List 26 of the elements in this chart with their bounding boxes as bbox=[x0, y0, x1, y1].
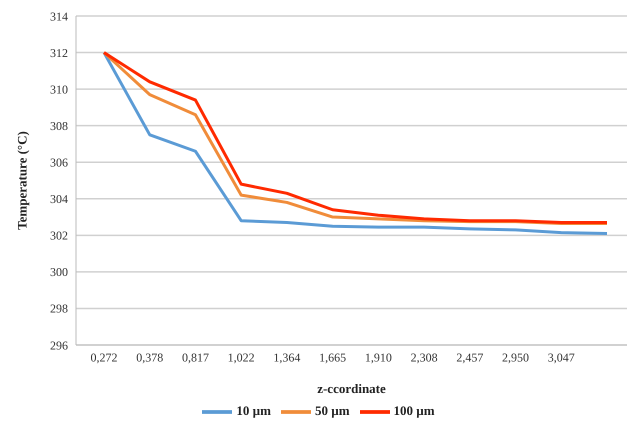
y-tick-label: 300 bbox=[50, 265, 68, 280]
legend-label: 50 µm bbox=[314, 402, 350, 418]
legend-label: 10 µm bbox=[236, 402, 271, 418]
x-axis-title: z-ccordinate bbox=[317, 381, 386, 396]
y-tick-label: 302 bbox=[50, 228, 68, 243]
x-tick-label: 1,364 bbox=[273, 350, 300, 365]
x-tick-label: 1,665 bbox=[319, 350, 346, 365]
legend-label: 100 µm bbox=[394, 402, 435, 418]
x-tick-label: 1,910 bbox=[364, 350, 392, 365]
y-axis-title: Temperature (°C) bbox=[14, 131, 30, 230]
x-tick-label: 0,272 bbox=[90, 350, 118, 365]
y-tick-label: 296 bbox=[50, 338, 68, 352]
y-tick-label: 314 bbox=[50, 9, 68, 24]
x-tick-label: 3,047 bbox=[548, 350, 575, 365]
y-tick-label: 312 bbox=[50, 46, 68, 60]
y-tick-label: 304 bbox=[50, 192, 68, 206]
x-tick-label: 2,308 bbox=[410, 350, 438, 365]
x-tick-label: 1,022 bbox=[228, 350, 255, 365]
x-tick-label: 2,457 bbox=[456, 350, 484, 365]
y-tick-label: 298 bbox=[50, 302, 68, 316]
y-tick-label: 310 bbox=[50, 82, 68, 96]
x-tick-label: 2,950 bbox=[502, 350, 530, 365]
y-tick-label: 308 bbox=[50, 118, 68, 133]
x-tick-label: 0,378 bbox=[136, 350, 164, 365]
x-tick-label: 0,817 bbox=[182, 350, 209, 365]
y-tick-label: 306 bbox=[50, 155, 68, 170]
